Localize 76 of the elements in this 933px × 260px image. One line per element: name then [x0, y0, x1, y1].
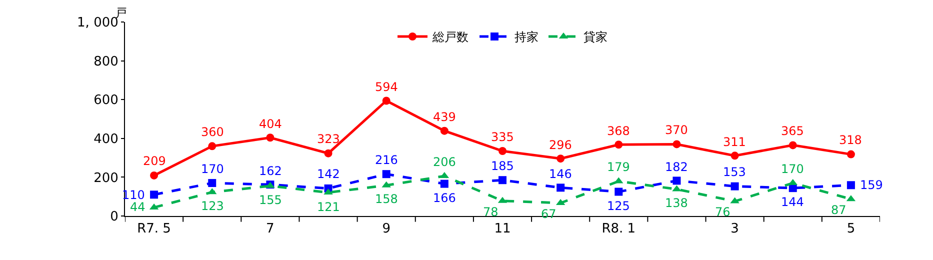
point	[846, 181, 855, 190]
point	[614, 188, 623, 196]
point	[440, 126, 448, 135]
y-tick-label: 0	[110, 210, 118, 225]
point	[324, 149, 332, 158]
data-label: 170	[201, 162, 224, 176]
data-label: 121	[317, 200, 340, 214]
data-label: 123	[201, 199, 224, 213]
point	[846, 150, 855, 158]
data-label: 158	[375, 192, 398, 206]
data-label: 296	[549, 138, 572, 152]
data-label: 153	[723, 165, 746, 179]
data-label: 76	[715, 205, 730, 219]
y-tick-label: 800	[94, 54, 118, 70]
x-tick-label: 9	[382, 222, 390, 237]
point	[382, 96, 390, 105]
data-label: 318	[839, 133, 862, 147]
data-label: 209	[143, 154, 166, 168]
point	[498, 176, 506, 184]
point	[208, 179, 216, 188]
data-label: 144	[781, 195, 804, 209]
data-label: 185	[491, 159, 514, 173]
point	[672, 140, 681, 148]
data-label: 159	[860, 178, 883, 192]
x-tick-label: 7	[266, 222, 274, 237]
point	[382, 170, 390, 178]
point	[730, 182, 739, 190]
data-label: 335	[491, 130, 514, 144]
point	[498, 147, 506, 156]
point	[672, 176, 681, 185]
legend-label: 総戸数	[432, 30, 468, 44]
y-tick-label: 1, 000	[77, 16, 118, 31]
point	[788, 141, 797, 150]
point	[730, 152, 739, 160]
data-label: 146	[549, 167, 572, 181]
data-label: 370	[665, 123, 688, 137]
data-label: 404	[259, 117, 282, 131]
data-label: 166	[433, 191, 456, 205]
y-tick-label: 600	[94, 93, 118, 108]
data-label: 594	[375, 80, 398, 94]
data-label: 206	[433, 155, 456, 169]
data-label: 439	[433, 110, 456, 124]
legend-label: 貸家	[584, 30, 608, 44]
data-label: 360	[201, 125, 224, 139]
x-tick-label: R7. 5	[137, 222, 171, 237]
legend-label: 持家	[514, 30, 538, 44]
data-label: 179	[607, 160, 630, 174]
point	[556, 184, 565, 192]
point	[556, 154, 565, 163]
x-tick-label: 3	[730, 222, 739, 237]
data-label: 323	[317, 132, 340, 146]
data-label: 365	[781, 124, 804, 138]
data-label: 138	[665, 196, 688, 210]
data-label: 78	[483, 205, 498, 219]
x-tick-label: 5	[846, 222, 856, 237]
data-label: 170	[781, 162, 804, 176]
x-tick-label: R8. 1	[602, 222, 636, 237]
x-tick-label: 11	[494, 222, 511, 237]
data-label: 216	[375, 153, 398, 167]
data-label: 311	[723, 135, 746, 149]
point	[150, 171, 158, 180]
point	[266, 134, 274, 142]
data-label: 162	[259, 164, 282, 178]
y-tick-label: 400	[94, 132, 118, 147]
data-label: 142	[317, 167, 340, 181]
point	[440, 180, 448, 188]
y-tick-label: 200	[94, 170, 118, 186]
point	[150, 190, 158, 199]
data-label: 87	[831, 203, 846, 217]
data-label: 182	[665, 160, 688, 174]
point	[614, 140, 623, 149]
data-label: 155	[259, 193, 282, 207]
data-label: 44	[130, 200, 146, 214]
data-label: 368	[607, 124, 630, 138]
data-label: 125	[607, 199, 630, 213]
point	[208, 142, 216, 150]
